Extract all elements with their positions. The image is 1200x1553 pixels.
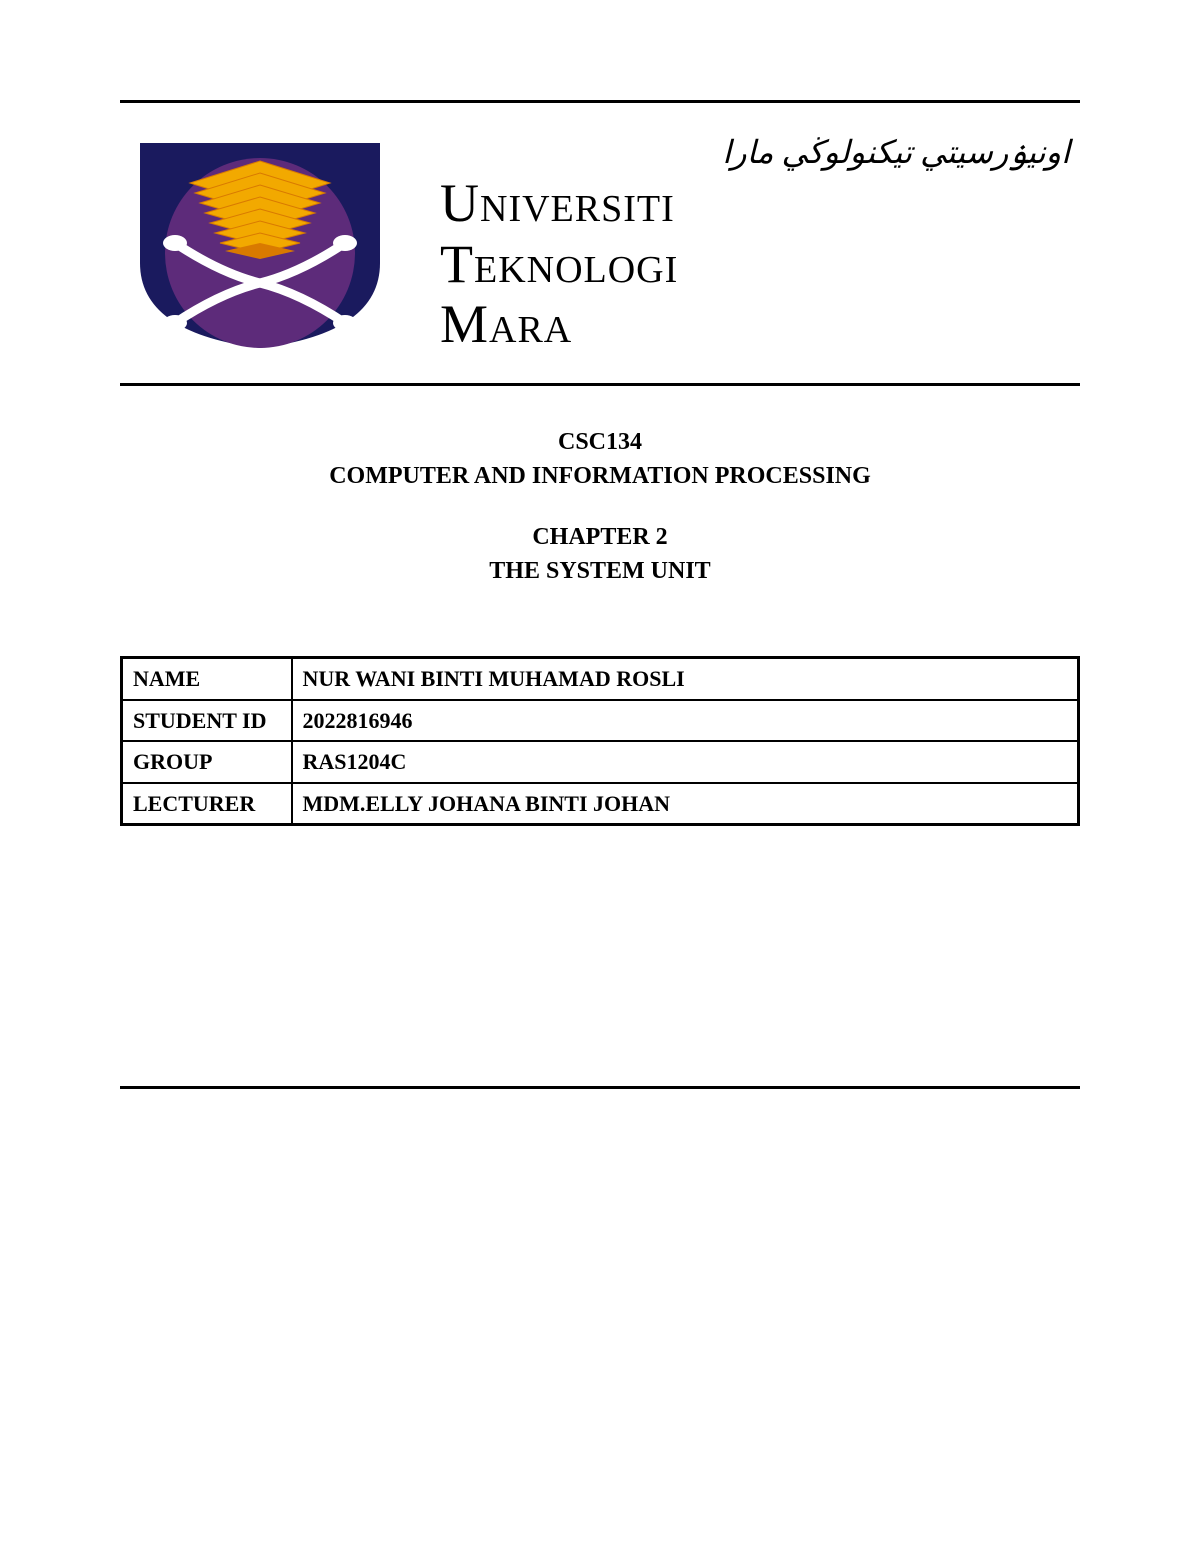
course-code: CSC134 [120,426,1080,460]
details-table: NAME NUR WANI BINTI MUHAMAD ROSLI STUDEN… [120,656,1080,826]
course-name: COMPUTER AND INFORMATION PROCESSING [120,460,1080,494]
label-lecturer: LECTURER [122,783,292,825]
label-name: NAME [122,658,292,700]
value-lecturer: MDM.ELLY JOHANA BINTI JOHAN [292,783,1079,825]
title-block: CSC134 COMPUTER AND INFORMATION PROCESSI… [120,386,1080,646]
table-row: STUDENT ID 2022816946 [122,700,1079,742]
uni-name-line3: Mara [440,296,1080,353]
table-row: GROUP RAS1204C [122,741,1079,783]
arabic-name: اونيۏرسيتي تيکنولوڬي مارا [440,133,1080,171]
logo-section: اونيۏرسيتي تيکنولوڬي مارا Universiti Tek… [120,103,1080,383]
value-group: RAS1204C [292,741,1079,783]
value-student-id: 2022816946 [292,700,1079,742]
label-group: GROUP [122,741,292,783]
label-student-id: STUDENT ID [122,700,292,742]
value-name: NUR WANI BINTI MUHAMAD ROSLI [292,658,1079,700]
uitm-crest [120,133,400,353]
uitm-wordmark: اونيۏرسيتي تيکنولوڬي مارا Universiti Tek… [440,133,1080,353]
uni-name-line1: Universiti [440,175,1080,232]
chapter-title: THE SYSTEM UNIT [120,555,1080,589]
bottom-rule [120,1086,1080,1089]
uni-name-line2: Teknologi [440,236,1080,293]
table-row: NAME NUR WANI BINTI MUHAMAD ROSLI [122,658,1079,700]
chapter-num: CHAPTER 2 [120,521,1080,555]
table-row: LECTURER MDM.ELLY JOHANA BINTI JOHAN [122,783,1079,825]
